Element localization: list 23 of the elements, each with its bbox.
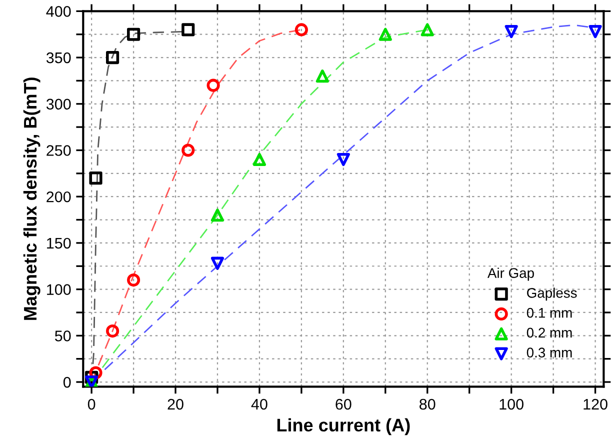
- y-tick-label: 250: [46, 145, 71, 156]
- y-tick-label: 300: [46, 98, 71, 110]
- x-tick-label: 100: [500, 398, 524, 410]
- x-axis-title: Line current (A): [277, 418, 410, 436]
- y-tick-label: 400: [46, 6, 71, 17]
- legend-label: 0.3 mm: [526, 348, 572, 358]
- x-tick-label: 80: [420, 398, 436, 410]
- y-tick-label: 150: [47, 238, 71, 249]
- legend-label: Gapless: [527, 288, 577, 301]
- legend-label: 0.2 mm: [526, 328, 572, 338]
- y-tick-label: 50: [54, 330, 71, 342]
- x-tick-label: 20: [168, 398, 184, 410]
- y-tick-label: 100: [47, 284, 71, 295]
- x-tick-label: 120: [584, 398, 608, 410]
- y-axis-title: Magnetic flux density, B(mT): [23, 78, 40, 320]
- x-tick-label: 40: [251, 398, 268, 410]
- y-tick-label: 0: [63, 376, 71, 388]
- x-tick-label: 60: [336, 398, 352, 410]
- legend-title: Air Gap: [487, 268, 534, 281]
- x-tick-label: 0: [88, 398, 96, 410]
- y-tick-label: 350: [46, 52, 71, 64]
- legend-label: 0.1 mm: [526, 308, 572, 318]
- y-tick-label: 200: [46, 191, 71, 202]
